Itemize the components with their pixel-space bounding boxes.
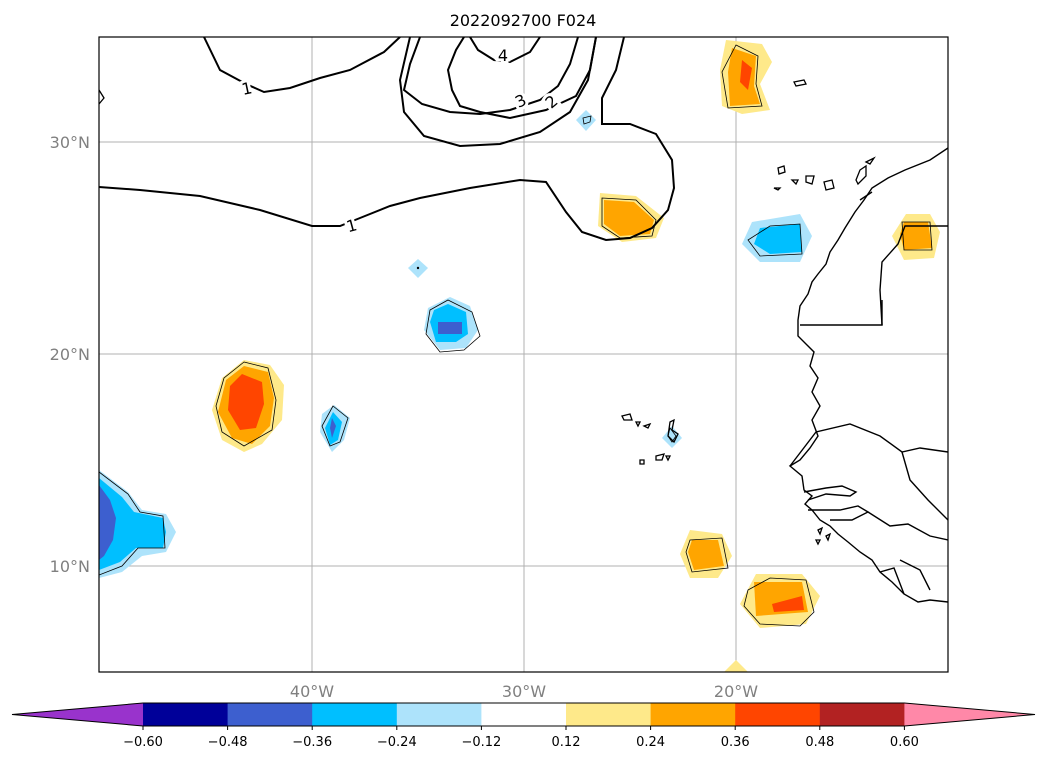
colorbar-segment bbox=[481, 703, 567, 726]
border-guinea-bissau bbox=[808, 505, 870, 521]
anomaly-fills bbox=[99, 40, 940, 672]
contour-4 bbox=[469, 37, 541, 64]
colorbar-tick-label: 0.60 bbox=[890, 735, 919, 750]
colorbar-tick-label: −0.60 bbox=[123, 735, 163, 750]
colorbar-segment bbox=[312, 703, 398, 726]
bijagos-islands bbox=[814, 526, 832, 546]
colorbar-tick-label: −0.12 bbox=[461, 735, 501, 750]
contour-3 bbox=[402, 37, 579, 116]
islands bbox=[99, 79, 876, 546]
border-senegal-mali bbox=[789, 423, 948, 467]
contour-3-outer bbox=[398, 37, 597, 148]
contour-2 bbox=[446, 37, 597, 120]
colorbar-tick-label: 0.24 bbox=[636, 735, 665, 750]
colorbar-segment bbox=[227, 703, 313, 726]
figure-title: 2022092700 F024 bbox=[450, 11, 597, 30]
colorbar-extend-high bbox=[904, 703, 1035, 726]
border-sierra-leone bbox=[879, 567, 905, 595]
colorbar-segment bbox=[143, 703, 229, 726]
anomaly-blob-negative-35w-small bbox=[408, 259, 428, 278]
canary-islands bbox=[773, 156, 876, 191]
contour-1-lower bbox=[99, 37, 676, 242]
azores-madeira bbox=[793, 79, 807, 87]
contour-label-4: 4 bbox=[498, 46, 508, 65]
left-edge-fragment bbox=[99, 89, 105, 105]
map-frame bbox=[98, 36, 949, 673]
colorbar-tick-label: −0.24 bbox=[377, 735, 417, 750]
anomaly-blob-positive-25w bbox=[598, 193, 664, 242]
anomaly-blob-positive-20w-edge bbox=[724, 660, 748, 672]
contour-lines bbox=[99, 37, 676, 242]
anomaly-blob-negative-27w-small bbox=[576, 110, 596, 131]
lon-label-30w: 30°W bbox=[502, 682, 546, 701]
colorbar: −0.60 −0.48 −0.36 −0.24 −0.12 0.12 0.24 0.36 0.4… bbox=[11, 702, 1036, 750]
colorbar-segment bbox=[650, 703, 736, 726]
anomaly-blob-positive-43w bbox=[212, 360, 284, 452]
colorbar-tick-label: 0.12 bbox=[552, 735, 581, 750]
map-panel: 1 1 4 3 2 30°N 20°N 10°N 40°W 30°W 20°W bbox=[50, 36, 949, 701]
anomaly-blob-positive-21w bbox=[680, 530, 732, 578]
border-gambia bbox=[803, 485, 858, 501]
anomaly-blob-positive-18w-south bbox=[740, 574, 820, 628]
colorbar-tick-label: 0.48 bbox=[805, 735, 834, 750]
anomaly-blob-negative-34w bbox=[424, 297, 481, 353]
anomaly-blob-negative-18w bbox=[742, 214, 812, 262]
colorbar-tick-label: −0.36 bbox=[292, 735, 332, 750]
contour-label-1-upper: 1 bbox=[240, 78, 254, 99]
colorbar-segment bbox=[566, 703, 652, 726]
anomaly-blob-positive-20w-north bbox=[720, 40, 772, 114]
anomaly-blob-west-negative bbox=[99, 470, 176, 578]
border-guinea bbox=[867, 511, 948, 591]
lon-label-40w: 40°W bbox=[290, 682, 334, 701]
colorbar-tick-label: −0.48 bbox=[208, 735, 248, 750]
lat-label-10n: 10°N bbox=[50, 557, 90, 576]
coastline-africa bbox=[788, 147, 948, 603]
coastlines bbox=[788, 147, 948, 603]
colorbar-extend-low bbox=[12, 703, 143, 726]
border-mauritania bbox=[859, 191, 883, 325]
colorbar-segment bbox=[819, 703, 905, 726]
lat-label-30n: 30°N bbox=[50, 133, 90, 152]
contour-label-2: 2 bbox=[541, 91, 561, 112]
border-mali-east bbox=[901, 451, 948, 521]
lat-label-20n: 20°N bbox=[50, 345, 90, 364]
cape-verde-islands bbox=[621, 413, 679, 465]
anomaly-blob-positive-12w bbox=[892, 214, 940, 260]
colorbar-tick-label: 0.36 bbox=[721, 735, 750, 750]
contour-1-upper bbox=[203, 37, 401, 94]
anomaly-blob-negative-39w bbox=[320, 405, 350, 452]
colorbar-segment bbox=[396, 703, 482, 726]
gridlines bbox=[99, 37, 948, 672]
colorbar-segment bbox=[735, 703, 821, 726]
lon-label-20w: 20°W bbox=[714, 682, 758, 701]
